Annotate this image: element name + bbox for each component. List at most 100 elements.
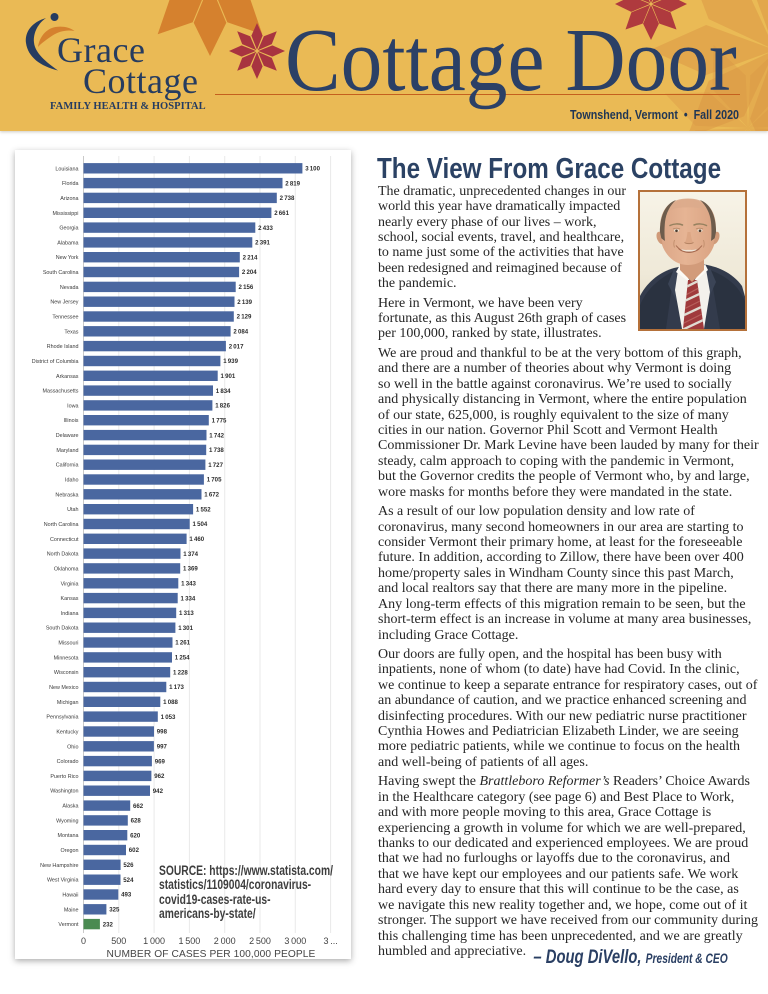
svg-text:1 727: 1 727 (208, 462, 223, 469)
svg-text:District of Columbia: District of Columbia (32, 359, 79, 365)
svg-text:2 084: 2 084 (233, 329, 248, 336)
svg-text:Florida: Florida (62, 181, 78, 187)
svg-text:2 214: 2 214 (243, 254, 258, 261)
svg-text:325: 325 (109, 907, 120, 914)
svg-text:1 775: 1 775 (212, 417, 227, 424)
svg-text:Delaware: Delaware (56, 433, 79, 439)
svg-text:1 254: 1 254 (175, 655, 190, 662)
svg-text:Puerto Rico: Puerto Rico (50, 774, 78, 780)
svg-text:1 173: 1 173 (169, 684, 184, 691)
svg-text:1 334: 1 334 (181, 595, 196, 602)
svg-text:Iowa: Iowa (67, 403, 78, 409)
svg-text:2 156: 2 156 (239, 284, 254, 291)
svg-text:Mississippi: Mississippi (52, 211, 78, 217)
svg-text:Montana: Montana (58, 833, 79, 839)
svg-text:Nevada: Nevada (60, 285, 79, 291)
svg-text:New York: New York (56, 255, 79, 261)
svg-text:1 053: 1 053 (161, 714, 176, 721)
svg-text:2 819: 2 819 (285, 180, 300, 187)
svg-text:2 661: 2 661 (274, 210, 289, 217)
svg-text:2 129: 2 129 (237, 314, 252, 321)
svg-text:Wyoming: Wyoming (56, 818, 78, 824)
svg-text:998: 998 (157, 729, 168, 736)
svg-text:Louisiana: Louisiana (55, 166, 78, 172)
svg-text:South Carolina: South Carolina (43, 270, 79, 276)
svg-text:662: 662 (133, 803, 144, 810)
svg-text:West Virginia: West Virginia (47, 878, 79, 884)
svg-text:500: 500 (111, 936, 126, 946)
svg-text:New Mexico: New Mexico (49, 685, 78, 691)
svg-text:997: 997 (157, 744, 168, 751)
svg-text:1 301: 1 301 (178, 625, 193, 632)
svg-text:1 826: 1 826 (215, 403, 230, 410)
svg-text:Oregon: Oregon (61, 848, 79, 854)
svg-text:2 738: 2 738 (280, 195, 295, 202)
svg-text:Oklahoma: Oklahoma (54, 566, 79, 572)
svg-text:Colorado: Colorado (57, 759, 79, 765)
svg-text:Kansas: Kansas (61, 596, 79, 602)
svg-text:Massachusetts: Massachusetts (43, 389, 79, 395)
svg-text:Pennsylvania: Pennsylvania (46, 715, 78, 721)
svg-text:Michigan: Michigan (57, 700, 79, 706)
svg-text:Kentucky: Kentucky (56, 730, 78, 736)
svg-text:1 939: 1 939 (223, 358, 238, 365)
svg-text:1 460: 1 460 (189, 536, 204, 543)
svg-text:Arkansas: Arkansas (56, 374, 79, 380)
svg-text:1 672: 1 672 (204, 492, 219, 499)
svg-text:Utah: Utah (67, 507, 78, 513)
svg-text:Wisconsin: Wisconsin (54, 670, 79, 676)
svg-text:Virginia: Virginia (61, 581, 79, 587)
svg-text:628: 628 (131, 818, 142, 825)
svg-text:1 369: 1 369 (183, 566, 198, 573)
svg-text:2 500: 2 500 (249, 936, 271, 946)
svg-text:1 228: 1 228 (173, 669, 188, 676)
svg-text:1 738: 1 738 (209, 447, 224, 454)
svg-text:Hawaii: Hawaii (62, 893, 78, 899)
svg-text:North Dakota: North Dakota (47, 552, 79, 558)
svg-text:Maryland: Maryland (56, 448, 78, 454)
svg-text:620: 620 (130, 832, 141, 839)
svg-text:2 204: 2 204 (242, 269, 257, 276)
svg-text:Connecticut: Connecticut (50, 537, 79, 543)
svg-text:Illinois: Illinois (64, 418, 79, 424)
svg-text:Ohio: Ohio (67, 744, 78, 750)
svg-text:1 834: 1 834 (216, 388, 231, 395)
svg-text:2 391: 2 391 (255, 240, 270, 247)
svg-text:493: 493 (121, 892, 132, 899)
svg-text:New Hampshire: New Hampshire (40, 863, 78, 869)
svg-text:Alaska: Alaska (62, 804, 78, 810)
svg-text:3 000: 3 000 (284, 936, 306, 946)
svg-text:Indiana: Indiana (61, 611, 79, 617)
svg-text:3 ...: 3 ... (323, 936, 337, 946)
svg-text:New Jersey: New Jersey (50, 300, 78, 306)
svg-text:2 433: 2 433 (258, 225, 273, 232)
svg-text:1 500: 1 500 (178, 936, 200, 946)
svg-text:942: 942 (153, 788, 164, 795)
svg-text:Texas: Texas (64, 329, 78, 335)
svg-text:North Carolina: North Carolina (44, 522, 79, 528)
svg-text:962: 962 (154, 773, 165, 780)
svg-text:Georgia: Georgia (59, 226, 78, 232)
svg-text:1 504: 1 504 (193, 521, 208, 528)
svg-text:Maine: Maine (64, 907, 79, 913)
svg-text:Idaho: Idaho (65, 478, 79, 484)
svg-text:Nebraska: Nebraska (55, 492, 78, 498)
svg-text:1 261: 1 261 (175, 640, 190, 647)
svg-text:2 017: 2 017 (229, 343, 244, 350)
svg-text:2 000: 2 000 (214, 936, 236, 946)
svg-text:Rhode Island: Rhode Island (47, 344, 79, 350)
svg-text:NUMBER OF CASES PER 100,000 PE: NUMBER OF CASES PER 100,000 PEOPLE (107, 949, 316, 959)
svg-text:1 374: 1 374 (183, 551, 198, 558)
svg-text:Minnesota: Minnesota (54, 655, 79, 661)
svg-text:1 088: 1 088 (163, 699, 178, 706)
svg-text:Arizona: Arizona (60, 196, 78, 202)
svg-text:Alabama: Alabama (57, 240, 78, 246)
svg-text:1 901: 1 901 (221, 373, 236, 380)
svg-text:Vermont: Vermont (58, 922, 79, 928)
svg-text:1 313: 1 313 (179, 610, 194, 617)
svg-text:524: 524 (123, 877, 134, 884)
svg-text:526: 526 (123, 862, 134, 869)
svg-text:1 552: 1 552 (196, 506, 211, 513)
svg-text:Tennessee: Tennessee (52, 315, 78, 321)
svg-text:2 139: 2 139 (237, 299, 252, 306)
